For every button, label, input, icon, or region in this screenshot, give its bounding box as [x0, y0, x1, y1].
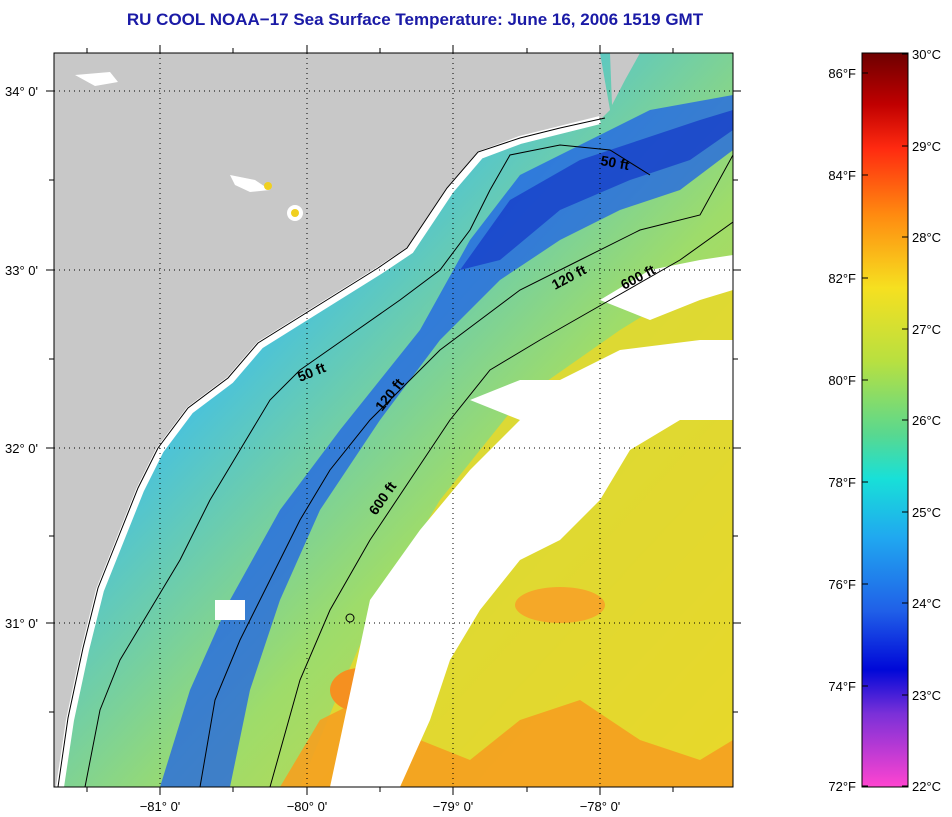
- colorbar-c-label: 24°C: [912, 596, 941, 611]
- axis-ticks: [46, 45, 741, 795]
- cloud-cover: [330, 340, 733, 787]
- inland-cloud: [75, 72, 118, 86]
- colorbar-c-label: 28°C: [912, 230, 941, 245]
- colorbar-f-label: 76°F: [828, 577, 856, 592]
- deep-cold-core: [460, 110, 733, 270]
- small-contour-ring: [345, 613, 355, 623]
- colorbar-f-label: 78°F: [828, 475, 856, 490]
- lat-label-32: 32° 0': [5, 441, 38, 456]
- temperature-colorbar: 86°F 84°F 82°F 80°F 78°F 76°F 74°F 72°F …: [828, 47, 941, 794]
- lon-label-80: −80° 0': [287, 799, 328, 814]
- colorbar-c-label: 30°C: [912, 47, 941, 62]
- lon-label-79: −79° 0': [433, 799, 474, 814]
- colorbar-c-label: 23°C: [912, 688, 941, 703]
- map-frame: [53, 52, 734, 788]
- contour-600ft: [269, 221, 733, 787]
- colorbar-gradient: [861, 52, 909, 788]
- contour-120ft: [199, 154, 733, 787]
- lat-label-31: 31° 0': [5, 616, 38, 631]
- colorbar-celsius-ticks: [902, 53, 908, 787]
- cloud-cover: [600, 255, 733, 320]
- inland-cloud: [230, 175, 270, 192]
- lat-label-34: 34° 0': [5, 84, 38, 99]
- graticule: [54, 53, 733, 787]
- colorbar-f-label: 84°F: [828, 168, 856, 183]
- lat-label-33: 33° 0': [5, 263, 38, 278]
- colorbar-f-label: 82°F: [828, 271, 856, 286]
- colorbar-c-label: 25°C: [912, 505, 941, 520]
- coastline: [57, 117, 606, 787]
- sst-imagery: 50 ft 50 ft 120 ft 120 ft 600 ft 600 ft: [54, 53, 733, 787]
- colorbar-c-label: 22°C: [912, 779, 941, 794]
- coastline-cloud-edge: [56, 116, 601, 787]
- colorbar-f-label: 80°F: [828, 373, 856, 388]
- lon-label-81: −81° 0': [140, 799, 181, 814]
- contour-50ft: [84, 144, 651, 787]
- colorbar-fahrenheit-ticks: [862, 72, 868, 787]
- cloud-patch: [215, 600, 245, 620]
- colorbar-f-label: 86°F: [828, 66, 856, 81]
- lon-label-78: −78° 0': [580, 799, 621, 814]
- colorbar-c-label: 26°C: [912, 413, 941, 428]
- cloud-cover: [470, 380, 620, 420]
- colorbar-c-label: 27°C: [912, 322, 941, 337]
- colorbar-f-label: 72°F: [828, 779, 856, 794]
- colorbar-c-label: 29°C: [912, 139, 941, 154]
- hot-patch: [515, 587, 605, 623]
- contour-label-50ft-north: 50 ft: [599, 152, 630, 173]
- inland-lake: [264, 182, 272, 190]
- inland-lake: [291, 209, 299, 217]
- land-area-north: [610, 53, 640, 105]
- map-title: RU COOL NOAA−17 Sea Surface Temperature:…: [126, 10, 704, 29]
- colorbar-f-label: 74°F: [828, 679, 856, 694]
- land-area: [54, 53, 610, 787]
